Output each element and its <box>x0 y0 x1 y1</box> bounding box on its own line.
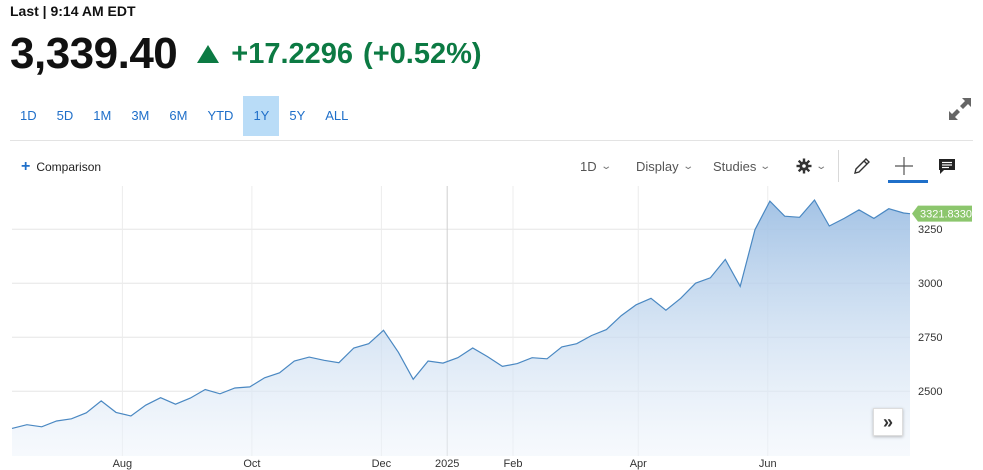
y-tick-label: 3000 <box>918 278 942 290</box>
change-value: +17.2296 <box>231 37 354 70</box>
pencil-icon <box>854 158 870 174</box>
range-selector: 1D 5D 1M 3M 6M YTD 1Y 5Y ALL <box>10 96 358 136</box>
range-5d[interactable]: 5D <box>56 108 74 123</box>
y-tick-label: 3250 <box>918 224 942 236</box>
last-price-badge-label: 3321.8330 <box>920 209 972 221</box>
x-tick-label: Jun <box>759 458 777 470</box>
gear-icon <box>796 158 812 174</box>
x-tick-label: Dec <box>372 458 392 470</box>
range-all[interactable]: ALL <box>325 108 349 123</box>
display-dropdown[interactable]: Display ⌄ <box>636 150 694 182</box>
chevron-down-icon: ⌄ <box>681 160 694 172</box>
price-change: +17.2296 (+0.52%) <box>197 37 482 71</box>
y-tick-label: 2750 <box>918 332 942 344</box>
quote-timestamp: Last | 9:14 AM EDT <box>10 3 136 19</box>
range-ytd[interactable]: YTD <box>207 108 234 123</box>
active-tool-indicator <box>888 180 928 183</box>
crosshair-tool-button[interactable] <box>894 150 914 182</box>
x-tick-label: Apr <box>630 458 647 470</box>
settings-dropdown[interactable]: ⌄ <box>796 150 828 182</box>
header-divider <box>10 140 973 141</box>
crosshair-icon <box>895 157 913 175</box>
range-3m[interactable]: 3M <box>131 108 150 123</box>
y-tick-label: 2500 <box>918 386 942 398</box>
quote-header: 3,339.40 +17.2296 (+0.52%) <box>10 28 482 80</box>
studies-dropdown[interactable]: Studies ⌄ <box>713 150 772 182</box>
range-5y[interactable]: 5Y <box>289 108 306 123</box>
chevron-down-icon: ⌄ <box>815 160 828 172</box>
comment-tool-button[interactable] <box>937 150 957 182</box>
x-tick-label: 2025 <box>435 458 459 470</box>
toolbar-divider <box>838 150 839 182</box>
double-chevron-right-icon: » <box>882 411 893 432</box>
interval-dropdown[interactable]: 1D ⌄ <box>580 150 612 182</box>
plus-icon: + <box>21 158 31 175</box>
price-area <box>12 200 910 456</box>
chevron-down-icon: ⌄ <box>599 160 612 172</box>
range-1d[interactable]: 1D <box>20 108 37 123</box>
x-tick-label: Feb <box>504 458 523 470</box>
chevron-down-icon: ⌄ <box>759 160 772 172</box>
up-arrow-icon <box>197 45 220 63</box>
range-6m[interactable]: 6M <box>169 108 188 123</box>
display-label: Display <box>636 158 679 174</box>
range-1m[interactable]: 1M <box>93 108 112 123</box>
change-percent: (+0.52%) <box>363 37 482 70</box>
comparison-label: Comparison <box>36 160 102 174</box>
expand-icon[interactable] <box>947 96 973 122</box>
price-line <box>11 198 911 429</box>
scroll-to-latest-button[interactable]: » <box>873 408 903 436</box>
last-price-badge <box>912 205 972 222</box>
range-1y[interactable]: 1Y <box>243 96 280 136</box>
studies-label: Studies <box>713 158 757 174</box>
comparison-button[interactable]: + Comparison <box>21 158 102 175</box>
draw-tool-button[interactable] <box>852 150 872 182</box>
x-tick-label: Oct <box>243 458 260 470</box>
last-price: 3,339.40 <box>10 29 178 78</box>
interval-label: 1D <box>580 158 597 174</box>
comment-icon <box>939 159 955 174</box>
x-tick-label: Aug <box>113 458 133 470</box>
